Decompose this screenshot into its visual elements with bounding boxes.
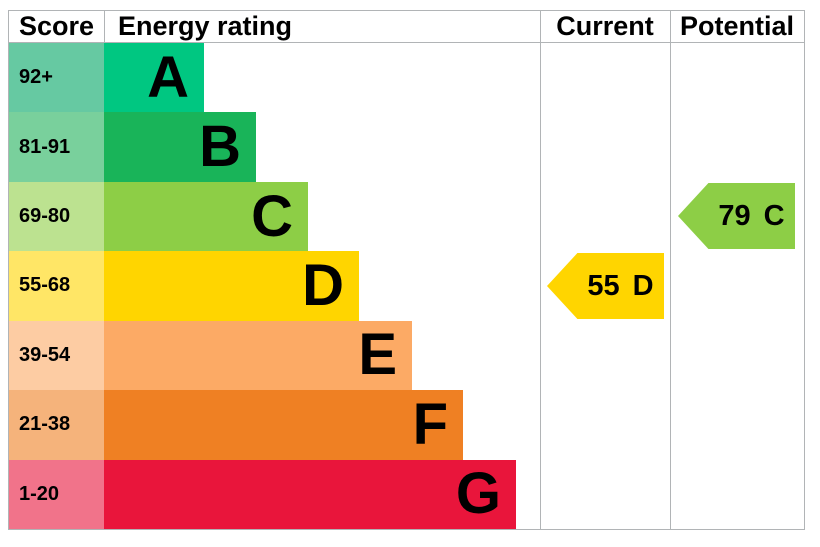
band-score-range: 39-54 (9, 320, 104, 391)
current-rating-score: 55 (587, 269, 620, 302)
band-letter: A (147, 44, 189, 110)
band-score-range: 21-38 (9, 390, 104, 460)
band-bar: C (104, 181, 308, 252)
band-rows: 92+ A 81-91 B 69-80 C 55-68 (9, 43, 804, 529)
band-row-c: 69-80 C (9, 181, 804, 252)
current-rating-arrow: 55 D (547, 253, 664, 319)
score-column-header: Score (9, 11, 105, 42)
band-score-range: 69-80 (9, 181, 104, 252)
band-row-g: 1-20 G (9, 459, 804, 529)
band-bar: D (104, 251, 359, 321)
band-bar: A (104, 43, 204, 113)
band-letter: E (358, 322, 397, 388)
band-row-e: 39-54 E (9, 320, 804, 391)
band-row-b: 81-91 B (9, 112, 804, 182)
band-score-range: 55-68 (9, 251, 104, 321)
band-row-f: 21-38 F (9, 390, 804, 460)
band-row-a: 92+ A (9, 43, 804, 113)
band-letter: G (455, 461, 501, 527)
band-bar: E (104, 320, 412, 391)
potential-column-divider (670, 11, 671, 529)
band-bar: B (104, 112, 256, 182)
current-rating-band: D (632, 269, 654, 302)
band-score-range: 1-20 (9, 459, 104, 529)
table-header: Score Energy rating Current Potential (9, 11, 804, 43)
potential-rating-score: 79 (718, 199, 751, 232)
band-letter: D (302, 252, 344, 318)
band-letter: C (251, 183, 293, 249)
current-column-divider (540, 11, 541, 529)
potential-column-header: Potential (679, 11, 794, 41)
band-letter: F (412, 391, 448, 457)
band-score-range: 81-91 (9, 112, 104, 182)
band-score-range: 92+ (9, 43, 104, 113)
epc-table: Score Energy rating Current Potential 92… (8, 10, 805, 530)
energy-rating-column-header: Energy rating (118, 11, 293, 41)
band-bar: G (104, 459, 516, 529)
current-column-header: Current (556, 11, 654, 41)
band-bar: F (104, 390, 463, 460)
band-row-d: 55-68 D (9, 251, 804, 321)
potential-rating-arrow: 79 C (678, 183, 795, 249)
band-letter: B (199, 114, 241, 180)
potential-rating-band: C (763, 199, 785, 232)
